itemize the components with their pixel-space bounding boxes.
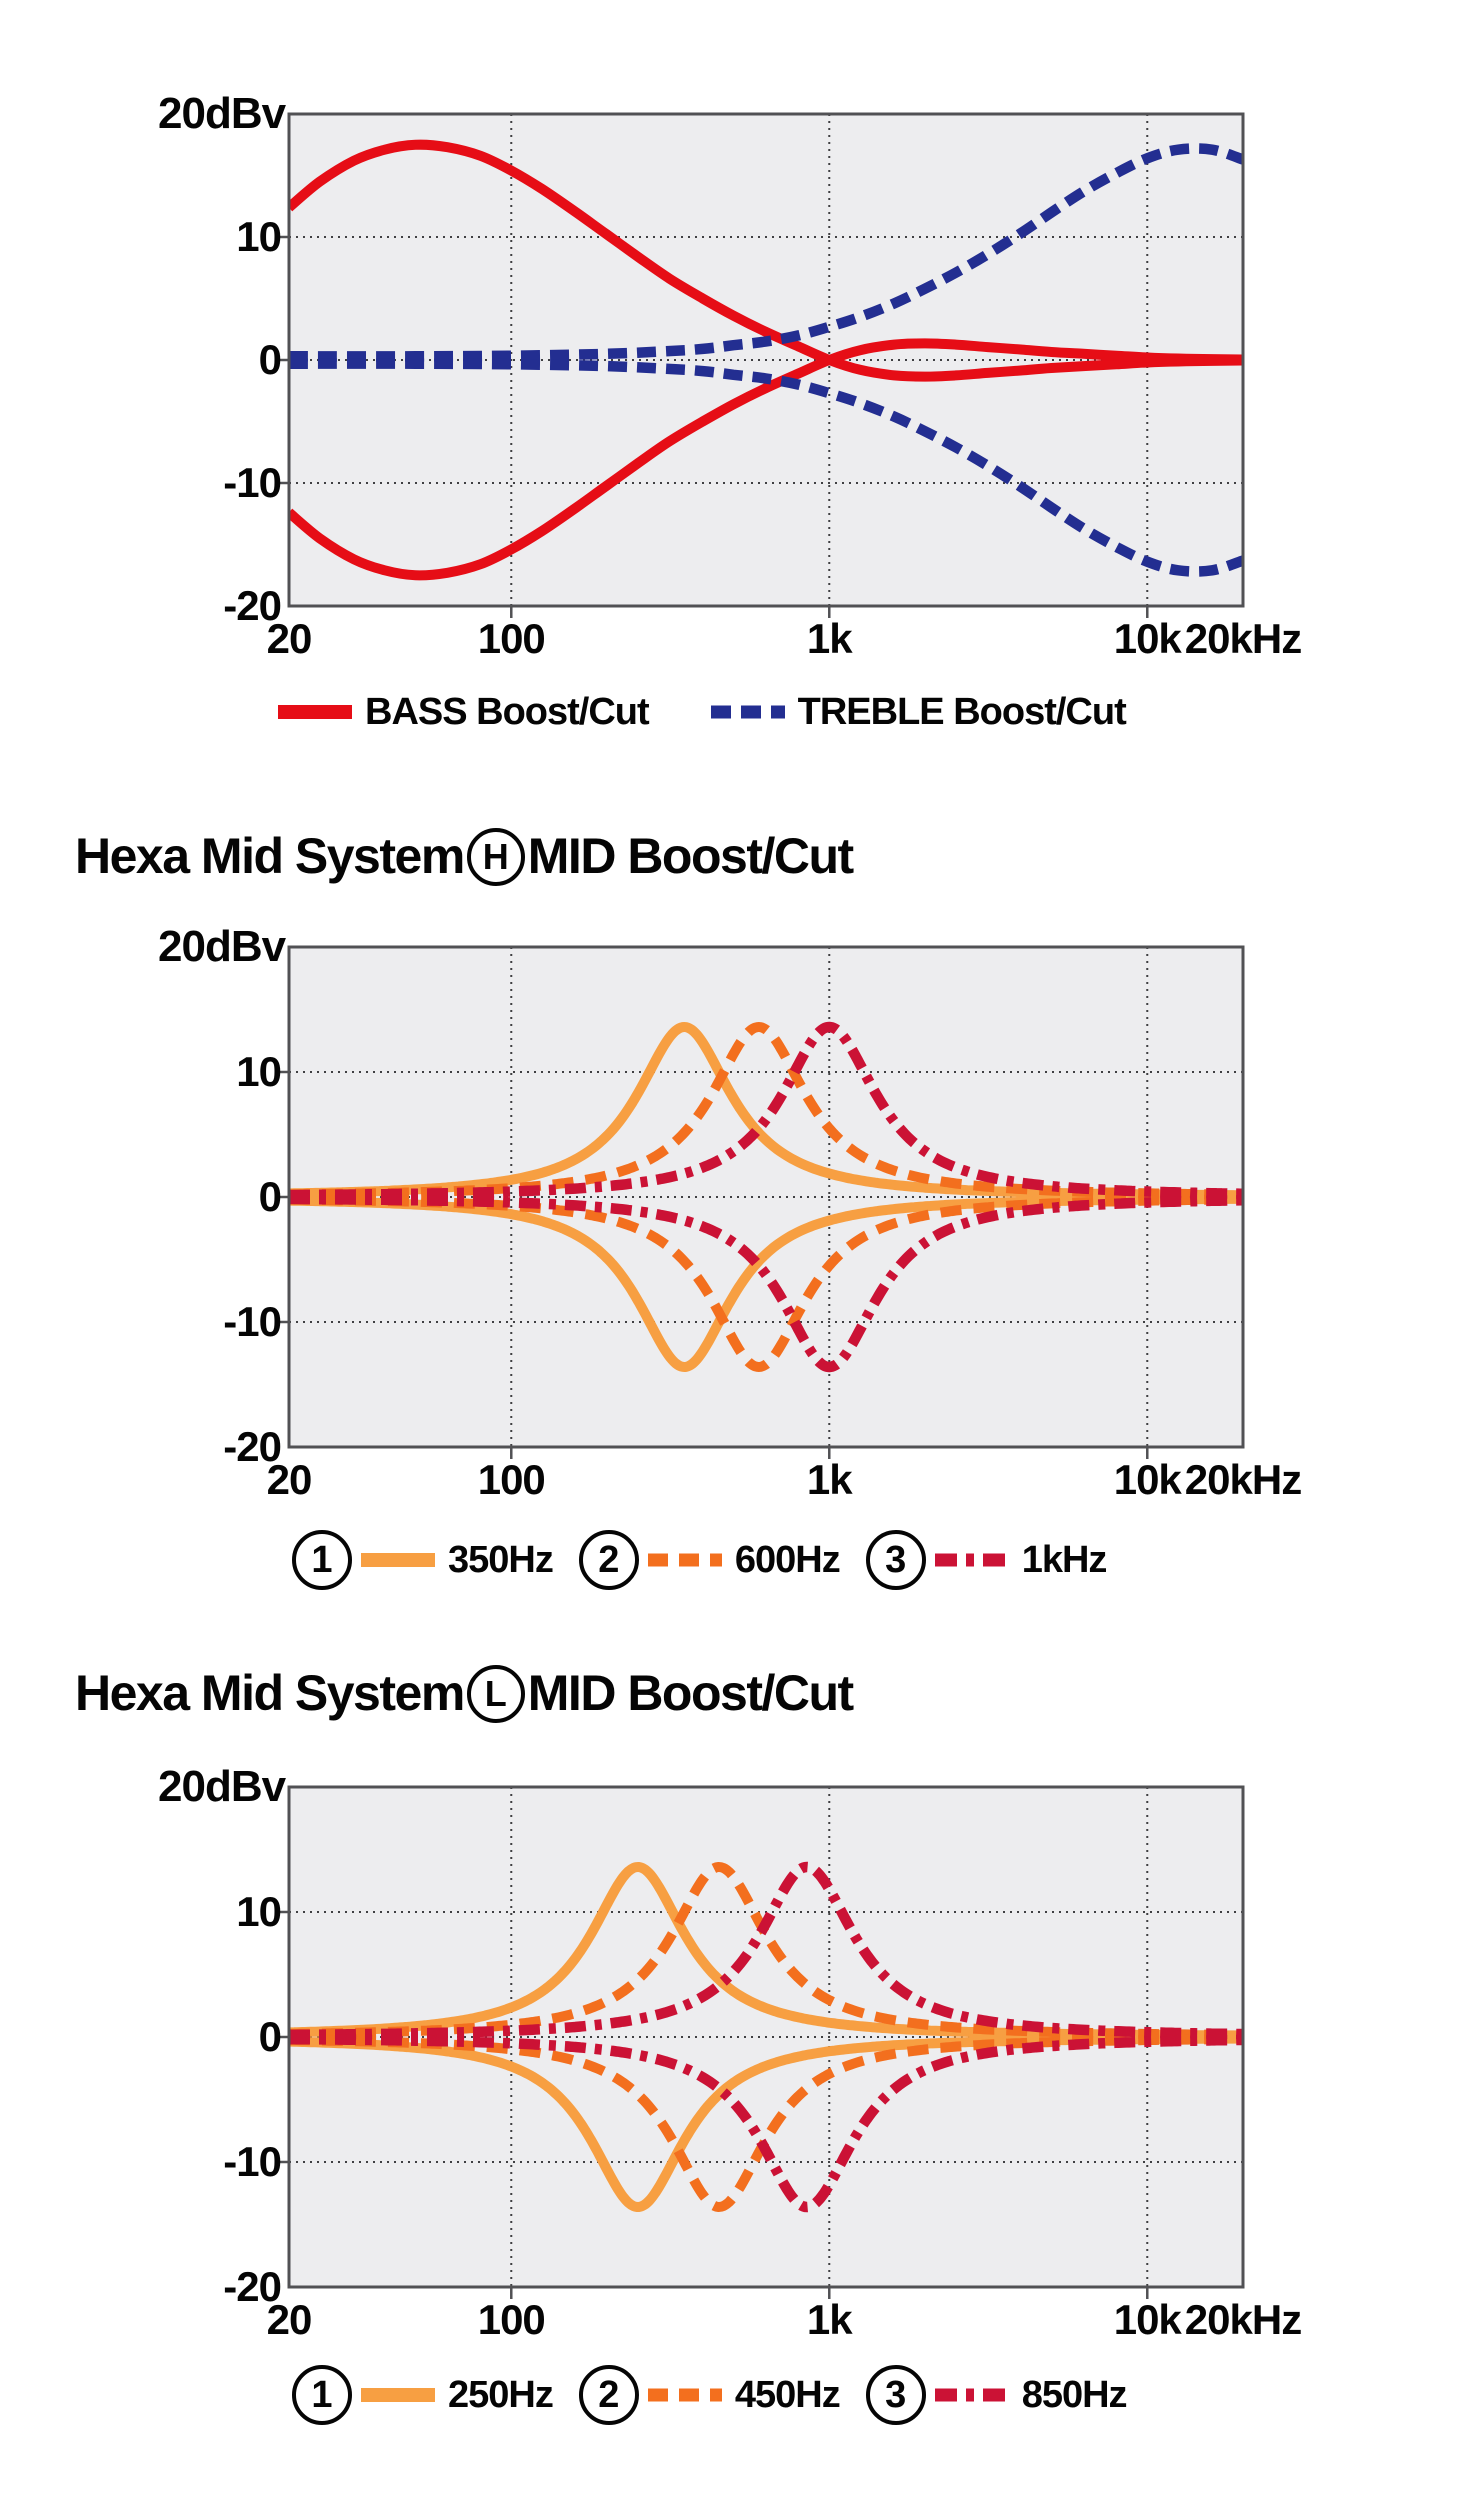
legend-swatch-dashed-icon	[647, 2388, 722, 2402]
title-text-pre: Hexa Mid System	[75, 828, 465, 884]
legend-label: 450Hz	[734, 2374, 841, 2416]
section-title-hexa-mid-l: Hexa Mid System L MID Boost/Cut	[75, 1661, 854, 1725]
x-tick-label-1k: 1k	[806, 615, 853, 662]
curves-group	[288, 1021, 1244, 1373]
legend-item: BASS Boost/Cut	[278, 690, 650, 734]
curve-hexa-mid-l-s3-boost	[289, 1861, 1243, 2041]
y-tick-label-0: 0	[258, 336, 282, 383]
legend-swatch-solid-icon	[361, 1553, 435, 1567]
legend-label: 350Hz	[448, 1539, 554, 1581]
y-tick-label--20: -20	[223, 2263, 282, 2310]
x-tick-label-1k: 1k	[806, 1456, 853, 1503]
legend-item: 2 450Hz	[578, 2365, 841, 2425]
x-tick-label-20: 20	[266, 2296, 313, 2343]
legend-swatch-dashed-icon	[647, 1553, 722, 1567]
legend-item: 1 350Hz	[292, 1530, 554, 1590]
curve-tone-boost-cut-s1-boost	[288, 139, 1244, 382]
x-tick-label-100: 100	[477, 2296, 546, 2343]
x-tick-label-20kHz: 20kHz	[1184, 615, 1302, 662]
legend-label: 250Hz	[448, 2374, 554, 2416]
legend-item: TREBLE Boost/Cut	[710, 690, 1127, 734]
x-tick-label-1k: 1k	[806, 2296, 853, 2343]
y-tick-label--20: -20	[223, 582, 282, 629]
curve-hexa-mid-l-s3-cut	[289, 2033, 1243, 2213]
x-tick-label-20: 20	[266, 1456, 313, 1503]
legend-tone-boost-cut: BASS Boost/Cut TREBLE Boost/Cut	[278, 682, 1127, 742]
legend-swatch-solid-icon	[361, 2388, 435, 2402]
curve-tone-boost-cut-s2-cut	[288, 358, 1244, 577]
legend-swatch-dashdot-icon	[934, 2388, 1009, 2402]
legend-item: 1 250Hz	[292, 2365, 554, 2425]
y-tick-label-0: 0	[258, 1173, 282, 1220]
curves-group	[288, 1861, 1244, 2213]
x-tick-label-20kHz: 20kHz	[1184, 1456, 1302, 1503]
legend-number-badge: 3	[865, 2365, 926, 2425]
legend-label: 850Hz	[1021, 2374, 1128, 2416]
x-tick-label-20kHz: 20kHz	[1184, 2296, 1302, 2343]
title-text-pre: Hexa Mid System	[75, 1665, 465, 1721]
unit-label-hexa-mid-l: 20dBv	[158, 1762, 286, 1811]
legend-label: BASS Boost/Cut	[365, 691, 650, 733]
legend-swatch-dashdot-icon	[934, 1553, 1009, 1567]
curve-hexa-mid-h-s3-boost	[288, 1021, 1244, 1201]
curve-tone-boost-cut-s2-boost	[288, 143, 1244, 362]
legend-item: 3 850Hz	[865, 2365, 1128, 2425]
y-tick-label--10: -10	[223, 1298, 282, 1345]
x-tick-label-100: 100	[477, 1456, 546, 1503]
x-tick-label-10k: 10k	[1113, 1456, 1182, 1503]
legend-label: 600Hz	[734, 1539, 841, 1581]
unit-label-hexa-mid-h: 20dBv	[158, 922, 286, 971]
legend-number-badge: 3	[865, 1530, 926, 1590]
plot-svg-hexa-mid-h	[279, 945, 1245, 1459]
y-tick-label-10: 10	[236, 213, 282, 260]
unit-label-tone-boost-cut: 20dBv	[158, 89, 286, 138]
plot-svg-hexa-mid-l	[279, 1785, 1245, 2299]
legend-number-badge: 1	[292, 2365, 352, 2425]
legend-hexa-mid-h: 1 350Hz 2 600Hz 3 1kHz	[292, 1530, 1108, 1590]
y-tick-label-10: 10	[236, 1048, 282, 1095]
x-tick-label-10k: 10k	[1113, 2296, 1182, 2343]
legend-hexa-mid-l: 1 250Hz 2 450Hz 3 850Hz	[292, 2365, 1128, 2425]
title-text-post: MID Boost/Cut	[527, 1665, 854, 1721]
legend-number-badge: 1	[292, 1530, 352, 1590]
curves-group	[288, 139, 1244, 581]
legend-swatch-solid-icon	[278, 705, 352, 719]
y-tick-label--10: -10	[223, 459, 282, 506]
x-tick-label-10k: 10k	[1113, 615, 1182, 662]
legend-number-badge: 2	[578, 1530, 639, 1590]
y-tick-label-10: 10	[236, 1888, 282, 1935]
y-tick-label-0: 0	[258, 2013, 282, 2060]
section-title-hexa-mid-h: Hexa Mid System H MID Boost/Cut	[75, 824, 854, 888]
title-text-post: MID Boost/Cut	[527, 828, 854, 884]
legend-label: 1kHz	[1021, 1539, 1108, 1581]
title-circle-badge: H	[466, 828, 525, 886]
y-tick-label--20: -20	[223, 1423, 282, 1470]
legend-label: TREBLE Boost/Cut	[797, 691, 1127, 733]
x-tick-label-100: 100	[477, 615, 546, 662]
title-circle-badge: L	[466, 1665, 525, 1723]
curve-hexa-mid-h-s3-cut	[288, 1193, 1244, 1373]
curve-tone-boost-cut-s1-cut	[288, 338, 1244, 581]
x-tick-label-20: 20	[266, 615, 313, 662]
legend-swatch-dashed-icon	[710, 705, 785, 719]
y-tick-label--10: -10	[223, 2138, 282, 2185]
legend-item: 3 1kHz	[865, 1530, 1108, 1590]
legend-number-badge: 2	[578, 2365, 639, 2425]
legend-item: 2 600Hz	[578, 1530, 841, 1590]
plot-svg-tone-boost-cut	[279, 112, 1245, 618]
